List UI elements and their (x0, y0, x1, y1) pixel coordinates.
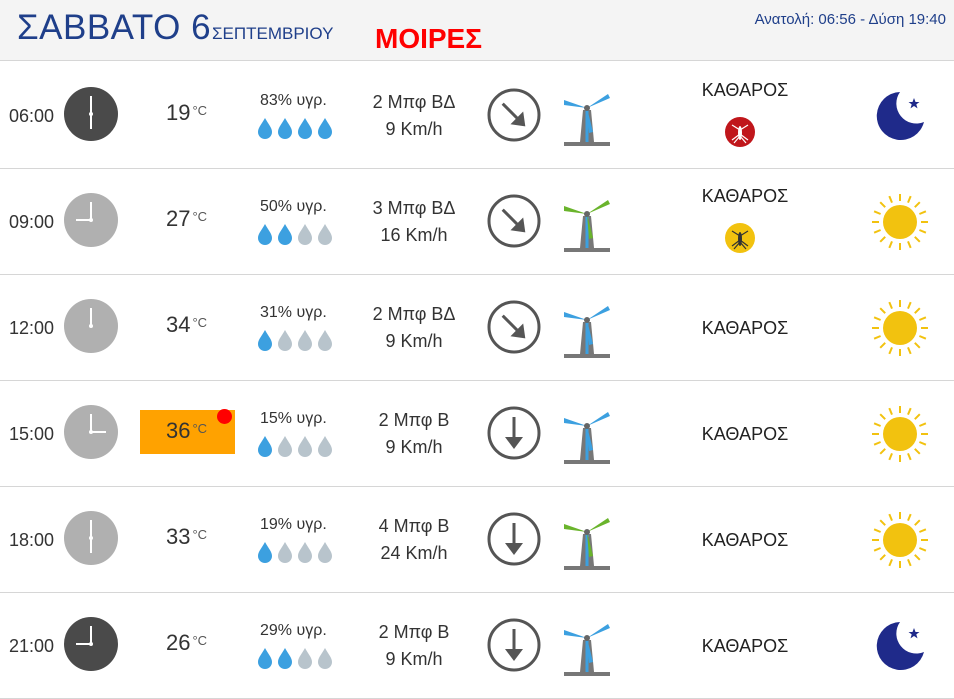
temperature-unit: °C (192, 209, 208, 224)
humidity-label: 15% υγρ. (260, 410, 327, 427)
temperature-unit: °C (192, 421, 208, 436)
row-time: 09:00 (9, 212, 55, 232)
wind-turbine-icon (560, 88, 614, 148)
sunrise-sunset-info: Ανατολή: 06:56 - Δύση 19:40 (754, 11, 946, 28)
sun-icon (870, 404, 930, 464)
sky-condition: ΚΑΘΑΡΟΣ (701, 318, 789, 338)
moon-icon (870, 616, 930, 676)
sky-condition: ΚΑΘΑΡΟΣ (701, 424, 789, 444)
forecast-row: 18:00 33 °C 19% υγρ. 4 Μπφ Β 24 Km/h ΚΑΘΑ… (0, 486, 954, 593)
sun-icon (870, 192, 930, 252)
forecast-row: 21:00 26 °C 29% υγρ. 2 Μπφ Β 9 Km/h ΚΑΘΑΡ… (0, 592, 954, 699)
wind-info: 4 Μπφ Β 24 Km/h (344, 513, 484, 567)
humidity-label: 29% υγρ. (260, 622, 327, 639)
forecast-row: 15:00 36 °C 15% υγρ. 2 Μπφ Β 9 Km/h ΚΑΘΑΡ… (0, 380, 954, 487)
wind-info: 2 Μπφ ΒΔ 9 Km/h (344, 89, 484, 143)
wind-speed: 24 Km/h (380, 543, 448, 563)
wind-info: 2 Μπφ Β 9 Km/h (344, 619, 484, 673)
row-time: 12:00 (9, 318, 55, 338)
humidity-label: 31% υγρ. (260, 304, 327, 321)
humidity-drops-icon (257, 116, 337, 139)
wind-info: 2 Μπφ Β 9 Km/h (344, 407, 484, 461)
wind-direction-arrow-icon (486, 193, 542, 249)
wind-turbine-icon (560, 618, 614, 678)
forecast-row: 06:00 19 °C 83% υγρ. 2 Μπφ ΒΔ 9 Km/h ΚΑΘΑ… (0, 62, 954, 169)
temperature-unit: °C (192, 103, 208, 118)
wind-info: 2 Μπφ ΒΔ 9 Km/h (344, 301, 484, 355)
temperature-unit: °C (192, 315, 208, 330)
humidity-drops-icon (257, 328, 337, 351)
clock-icon (64, 193, 118, 247)
clock-icon (64, 617, 118, 671)
row-time: 21:00 (9, 636, 55, 656)
temperature: 26 °C (166, 630, 207, 656)
temperature: 27 °C (166, 206, 207, 232)
humidity-drops-icon (257, 434, 337, 457)
wind-speed: 9 Km/h (385, 437, 443, 457)
wind-info: 3 Μπφ ΒΔ 16 Km/h (344, 195, 484, 249)
wind-force: 3 Μπφ ΒΔ (372, 198, 456, 218)
wind-force: 2 Μπφ Β (378, 622, 450, 642)
wind-speed: 16 Km/h (380, 225, 448, 245)
moon-icon (870, 86, 930, 146)
wind-turbine-icon (560, 194, 614, 254)
temperature: 19 °C (166, 100, 207, 126)
temperature-value: 33 (166, 524, 191, 549)
wind-direction-arrow-icon (486, 87, 542, 143)
sky-condition: ΚΑΘΑΡΟΣ (701, 636, 789, 656)
wind-direction-arrow-icon (486, 405, 542, 461)
temperature: 33 °C (166, 524, 207, 550)
alert-dot-icon (217, 409, 232, 424)
forecast-row: 12:00 34 °C 31% υγρ. 2 Μπφ ΒΔ 9 Km/h ΚΑΘΑ… (0, 274, 954, 381)
day-title: ΣΑΒΒΑΤΟ 6 (17, 8, 212, 47)
mosquito-icon (724, 116, 756, 148)
temperature-value: 36 (166, 418, 191, 443)
humidity-label: 19% υγρ. (260, 516, 327, 533)
mosquito-icon (724, 222, 756, 254)
wind-force: 2 Μπφ ΒΔ (372, 304, 456, 324)
row-time: 06:00 (9, 106, 55, 126)
sky-condition: ΚΑΘΑΡΟΣ (701, 186, 789, 206)
wind-turbine-icon (560, 300, 614, 360)
humidity-drops-icon (257, 540, 337, 563)
wind-speed: 9 Km/h (385, 331, 443, 351)
wind-turbine-icon (560, 406, 614, 466)
humidity-drops-icon (257, 646, 337, 669)
row-time: 15:00 (9, 424, 55, 444)
temperature-value: 19 (166, 100, 191, 125)
sky-condition: ΚΑΘΑΡΟΣ (701, 80, 789, 100)
clock-icon (64, 299, 118, 353)
moires-label[interactable]: ΜΟΙΡΕΣ (375, 23, 483, 54)
wind-direction-arrow-icon (486, 617, 542, 673)
temperature: 34 °C (166, 312, 207, 338)
humidity-drops-icon (257, 222, 337, 245)
day-header: ΣΑΒΒΑΤΟ 6 ΣΕΠΤΕΜΒΡΙΟΥ ΜΟΙΡΕΣ Ανατολή: 06… (0, 0, 954, 61)
temperature: 36 °C (166, 418, 207, 444)
clock-icon (64, 87, 118, 141)
clock-icon (64, 405, 118, 459)
month-label: ΣΕΠΤΕΜΒΡΙΟΥ (212, 24, 334, 43)
forecast-row: 09:00 27 °C 50% υγρ. 3 Μπφ ΒΔ 16 Km/h ΚΑΘ… (0, 168, 954, 275)
sun-icon (870, 510, 930, 570)
wind-force: 2 Μπφ ΒΔ (372, 92, 456, 112)
clock-icon (64, 511, 118, 565)
row-time: 18:00 (9, 530, 55, 550)
wind-direction-arrow-icon (486, 511, 542, 567)
wind-force: 4 Μπφ Β (378, 516, 450, 536)
wind-speed: 9 Km/h (385, 649, 443, 669)
temperature-value: 34 (166, 312, 191, 337)
wind-turbine-icon (560, 512, 614, 572)
humidity-label: 50% υγρ. (260, 198, 327, 215)
sky-condition: ΚΑΘΑΡΟΣ (701, 530, 789, 550)
temperature-unit: °C (192, 527, 208, 542)
temperature-value: 27 (166, 206, 191, 231)
temperature-value: 26 (166, 630, 191, 655)
wind-force: 2 Μπφ Β (378, 410, 450, 430)
wind-direction-arrow-icon (486, 299, 542, 355)
sun-icon (870, 298, 930, 358)
temperature-unit: °C (192, 633, 208, 648)
wind-speed: 9 Km/h (385, 119, 443, 139)
humidity-label: 83% υγρ. (260, 92, 327, 109)
